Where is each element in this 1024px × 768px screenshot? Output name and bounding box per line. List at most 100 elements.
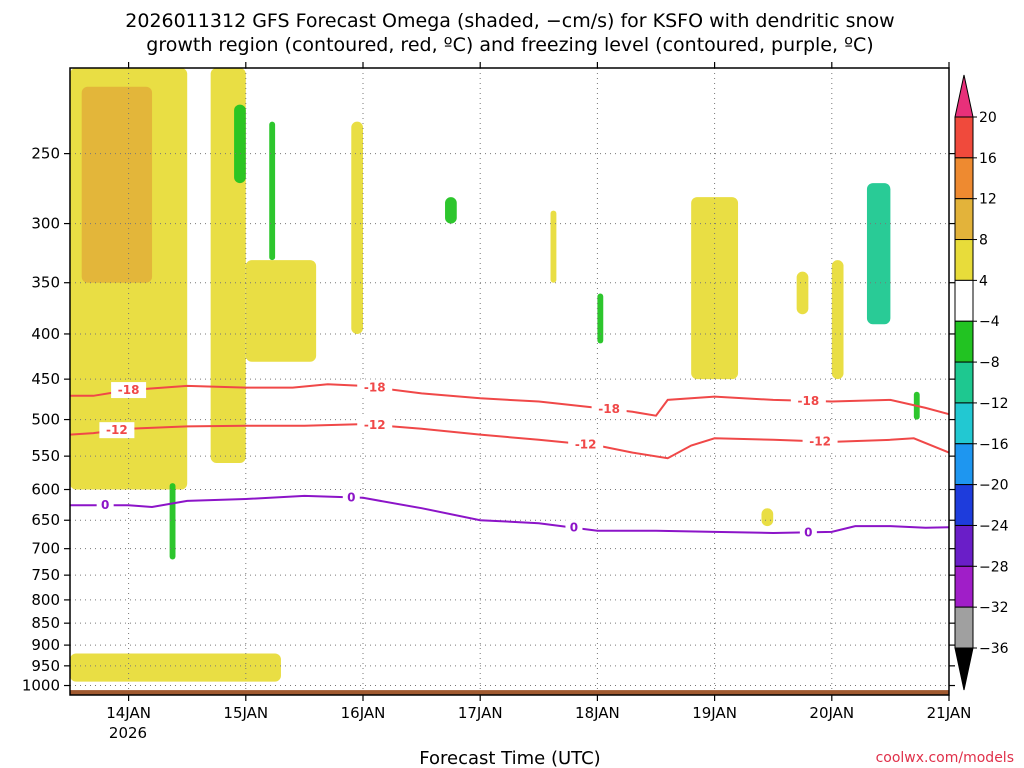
omega-region-12	[269, 121, 276, 261]
contour-label-bg-0-2	[565, 519, 583, 536]
omega-region-11	[234, 104, 246, 184]
terrain-fill	[70, 690, 949, 695]
colorbar-box-0	[954, 116, 974, 159]
colorbar-label-16: 16	[979, 151, 997, 167]
omega-region-1	[81, 86, 153, 283]
x-axis-title: Forecast Time (UTC)	[419, 748, 600, 768]
contour-label--18-1: -18	[364, 380, 386, 394]
contour-label--18-2: -18	[598, 402, 620, 416]
contour-line-0	[70, 494, 950, 535]
x-year-label: 2026	[109, 724, 147, 742]
y-tick-label-700: 700	[31, 540, 60, 558]
contour-label--12-0: -12	[106, 423, 128, 437]
omega-region-8	[831, 260, 844, 380]
x-tick-label-1: 15JAN	[223, 704, 268, 722]
contour-label--18-0: -18	[118, 383, 140, 397]
y-tick-label-400: 400	[31, 325, 60, 343]
contour-label-bg-0-3	[799, 524, 817, 541]
colorbar-label--8: −8	[979, 355, 1000, 371]
colorbar-label--4: −4	[979, 314, 1000, 330]
chart-title-line2: growth region (contoured, red, ºC) and f…	[146, 34, 873, 56]
contour-label-bg-0-1	[342, 489, 360, 506]
omega-region-13	[445, 197, 457, 224]
contour-label-bg--12-2	[568, 436, 604, 453]
colorbar-top-arrow	[954, 74, 974, 118]
contour-label-0-3: 0	[804, 525, 812, 539]
colorbar-box-1	[954, 157, 974, 200]
y-tick-label-950: 950	[31, 657, 60, 675]
colorbar-label--32: −32	[979, 600, 1009, 616]
contour-label--12-3: -12	[809, 434, 831, 448]
y-axis: 250 300 350 400 450 500 550 600 650 700 750 800 850 9…	[22, 145, 955, 695]
omega-region-3	[245, 260, 317, 362]
omega-region-10	[70, 653, 281, 682]
y-tick-label-900: 900	[31, 636, 60, 654]
plot-frame	[69, 67, 950, 696]
colorbar: 20 16 12 8 4 −4 −8 −12 −16 −20 −24 −28 −32 −36	[954, 74, 1009, 691]
colorbar-box-11	[954, 565, 974, 608]
colorbar-box-5	[954, 320, 974, 363]
contour-label-0-1: 0	[347, 490, 355, 504]
y-tick-label-750: 750	[31, 566, 60, 584]
contour-lines: -18 -18 -18 -18 -12 -12 -12 -12 0 0 0 0	[69, 379, 950, 541]
y-tick-label-300: 300	[31, 215, 60, 233]
contour-label-bg--12-3	[802, 433, 838, 450]
colorbar-box-8	[954, 443, 974, 486]
chart-title-line1: 2026011312 GFS Forecast Omega (shaded, −…	[125, 10, 894, 32]
colorbar-label-4: 4	[979, 273, 988, 289]
colorbar-box-3	[954, 239, 974, 281]
y-tick-label-550: 550	[31, 447, 60, 465]
x-axis: 14JAN 15JAN 16JAN 17JAN 18JAN 19JAN 20JAN 21JAN	[106, 62, 971, 722]
colorbar-label--20: −20	[979, 478, 1009, 494]
contour-label-bg--18-2	[591, 401, 627, 418]
contour-label-bg--18-1	[357, 379, 393, 396]
y-tick-label-1000: 1000	[22, 677, 60, 695]
omega-region-7	[796, 271, 809, 315]
plot-background	[70, 68, 949, 695]
contour-label-bg-0-0	[96, 497, 114, 514]
contour-label-bg--18-0	[111, 382, 147, 399]
omega-region-9	[761, 508, 774, 527]
colorbar-label-20: 20	[979, 110, 997, 126]
plot-area: -18 -18 -18 -18 -12 -12 -12 -12 0 0 0 0	[69, 67, 950, 696]
colorbar-box-2	[954, 198, 974, 241]
x-tick-label-6: 20JAN	[809, 704, 854, 722]
omega-region-16	[169, 483, 176, 560]
colorbar-box-10	[954, 524, 974, 567]
colorbar-label--12: −12	[979, 396, 1009, 412]
contour-label--12-2: -12	[575, 437, 597, 451]
contour-label-0-0: 0	[101, 498, 109, 512]
omega-region-4	[351, 121, 363, 334]
contour-label-0-2: 0	[570, 521, 578, 535]
contour-label-bg--12-0	[99, 422, 135, 439]
contour-label-bg--18-3	[790, 392, 826, 409]
x-tick-label-4: 18JAN	[575, 704, 620, 722]
y-tick-label-350: 350	[31, 274, 60, 292]
y-tick-label-800: 800	[31, 591, 60, 609]
colorbar-box-4	[954, 279, 974, 322]
colorbar-box-6	[954, 361, 974, 404]
colorbar-box-7	[954, 402, 974, 445]
omega-region-15	[866, 183, 891, 325]
colorbar-label--16: −16	[979, 437, 1009, 453]
contour-label-bg--12-1	[357, 417, 393, 434]
omega-region-5	[550, 210, 557, 283]
y-tick-label-450: 450	[31, 370, 60, 388]
y-tick-label-650: 650	[31, 511, 60, 529]
x-tick-label-5: 19JAN	[692, 704, 737, 722]
x-tick-label-0: 14JAN	[106, 704, 151, 722]
y-tick-label-850: 850	[31, 614, 60, 632]
colorbar-label--36: −36	[979, 641, 1009, 657]
colorbar-box-9	[954, 484, 974, 526]
y-tick-label-250: 250	[31, 145, 60, 163]
omega-region-14	[597, 293, 604, 344]
y-tick-label-600: 600	[31, 481, 60, 499]
colorbar-box-12	[954, 606, 974, 649]
credit-text: coolwx.com/models	[876, 750, 1014, 766]
contour-label--12-1: -12	[364, 418, 386, 432]
x-tick-label-3: 17JAN	[458, 704, 503, 722]
colorbar-bottom-arrow	[954, 647, 974, 691]
x-tick-label-7: 21JAN	[927, 704, 972, 722]
x-tick-label-2: 16JAN	[341, 704, 386, 722]
